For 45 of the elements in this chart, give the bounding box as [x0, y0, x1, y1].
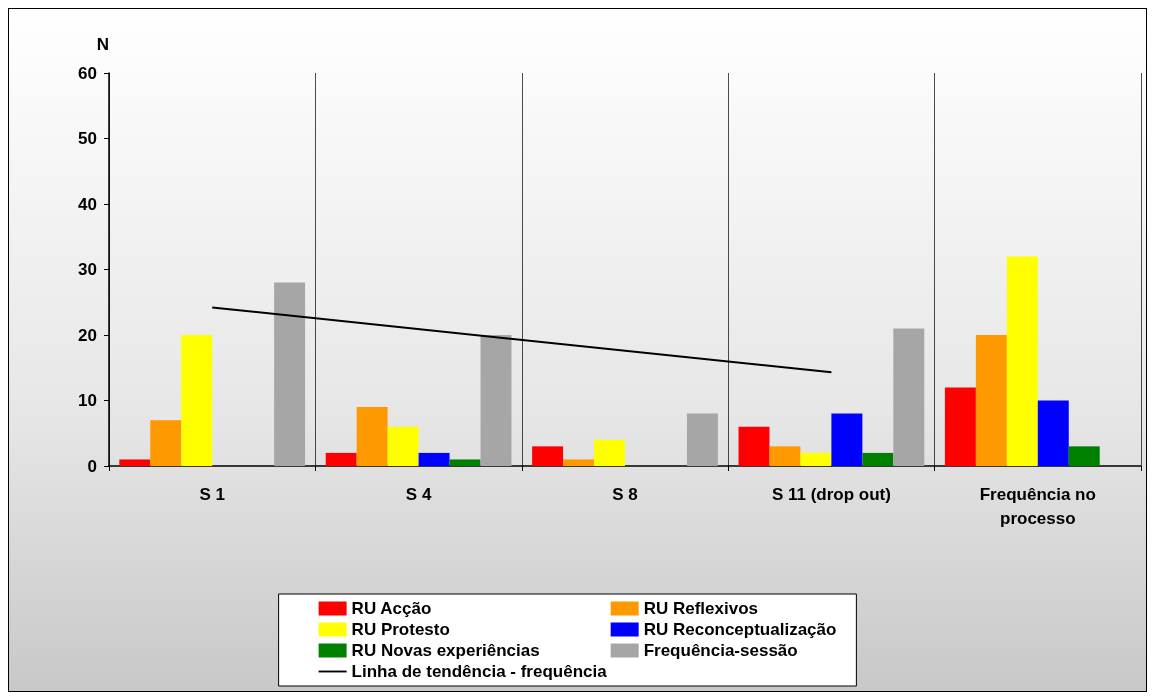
bar: [893, 328, 925, 466]
bar: [181, 335, 213, 466]
bar: [862, 452, 894, 466]
y-tick-label: 10: [78, 391, 97, 410]
bar: [563, 459, 595, 466]
bar: [150, 420, 182, 466]
y-tick-label: 30: [78, 260, 97, 279]
legend-label: RU Protesto: [351, 620, 450, 639]
bar: [944, 387, 976, 466]
y-tick-label: 0: [87, 456, 97, 476]
x-tick-label: S 1: [199, 484, 225, 504]
bar: [686, 413, 718, 466]
legend-label: RU Acção: [351, 599, 432, 618]
bar: [769, 446, 801, 466]
legend-label: RU Reflexivos: [643, 599, 758, 618]
bar: [325, 452, 357, 466]
bar: [1006, 256, 1038, 466]
x-tick-label: S 11 (drop out): [771, 484, 891, 504]
legend-label: Frequência-sessão: [643, 641, 798, 660]
x-tick-label: S 8: [612, 484, 638, 504]
bar: [274, 282, 306, 466]
bar: [975, 335, 1007, 466]
legend-label: Linha de tendência - frequência: [351, 662, 608, 681]
bar: [594, 439, 625, 466]
bar: [738, 426, 770, 466]
x-tick-label: Frequência no processo: [979, 484, 1096, 528]
y-tick-label: 20: [78, 325, 97, 345]
bar: [119, 459, 151, 466]
y-tick-label: 40: [78, 194, 97, 214]
y-axis-title: N: [96, 35, 109, 54]
bar: [800, 452, 832, 466]
legend-label: RU Reconceptualização: [643, 620, 837, 639]
bar: [480, 335, 512, 466]
bar: [418, 452, 450, 466]
bar: [1037, 400, 1069, 466]
bar: [831, 413, 863, 466]
bar: [356, 407, 388, 466]
y-tick-label: 60: [78, 63, 97, 83]
bar: [532, 446, 564, 466]
legend-label: RU Novas experiências: [351, 641, 540, 660]
bar: [1068, 446, 1100, 466]
bar: [387, 426, 419, 466]
x-tick-label: S 4: [405, 484, 432, 504]
y-tick-label: 50: [78, 129, 97, 148]
bar: [449, 459, 481, 466]
